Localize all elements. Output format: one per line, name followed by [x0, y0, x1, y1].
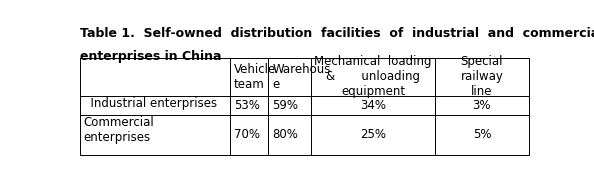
Text: Warehous
e: Warehous e [272, 63, 330, 91]
Text: enterprises in China: enterprises in China [80, 50, 222, 63]
Text: Industrial enterprises: Industrial enterprises [83, 97, 217, 110]
Text: 5%: 5% [473, 129, 491, 141]
Text: Vehicle
team: Vehicle team [234, 63, 276, 91]
Text: Commercial
enterprises: Commercial enterprises [83, 116, 154, 144]
Text: 3%: 3% [473, 99, 491, 112]
Text: 80%: 80% [272, 129, 298, 141]
Text: Special
railway
line: Special railway line [460, 55, 503, 98]
Text: 59%: 59% [272, 99, 298, 112]
Text: 70%: 70% [234, 129, 260, 141]
Text: 25%: 25% [360, 129, 386, 141]
Text: 34%: 34% [360, 99, 386, 112]
Text: Mechanical  loading
&       unloading
equipment: Mechanical loading & unloading equipment [314, 55, 432, 98]
Text: Table 1.  Self-owned  distribution  facilities  of  industrial  and  commercial: Table 1. Self-owned distribution facilit… [80, 27, 594, 40]
Text: 53%: 53% [234, 99, 260, 112]
